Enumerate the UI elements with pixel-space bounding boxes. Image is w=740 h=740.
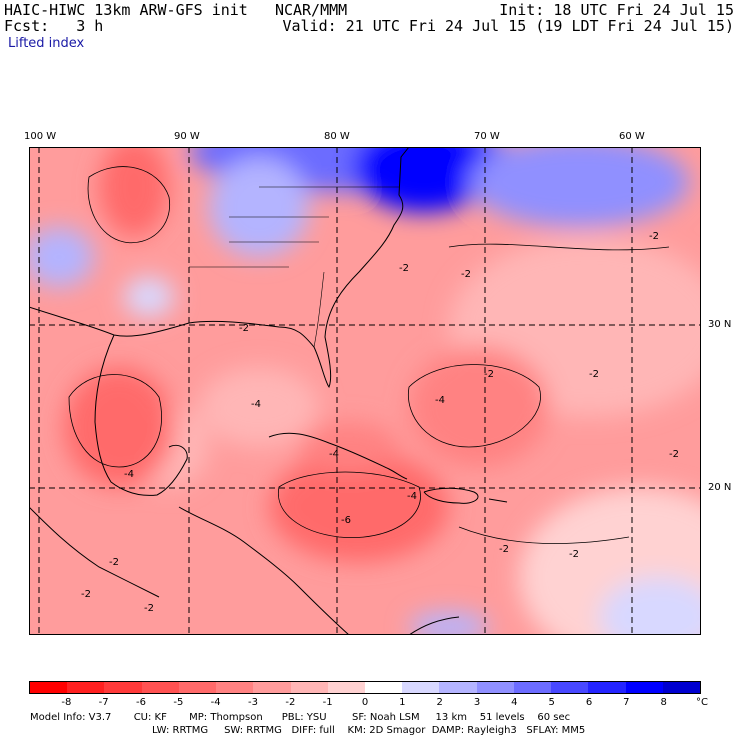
colorbar-label: -8 xyxy=(61,697,72,708)
contour-label: -2 xyxy=(81,589,91,600)
colorbar-label: -1 xyxy=(322,697,333,708)
lon-tick: 70 W xyxy=(474,131,500,142)
contour-label: -2 xyxy=(649,231,659,242)
mexico-gulf-coast xyxy=(94,334,188,496)
contour-label: -2 xyxy=(569,549,579,560)
colorbar-cell xyxy=(476,682,514,693)
field-name: Lifted index xyxy=(8,36,85,51)
contour-lines xyxy=(68,166,670,544)
puerto-rico-outline xyxy=(488,498,508,503)
contour-label: -4 xyxy=(124,469,134,480)
contour-label: -2 xyxy=(239,323,249,334)
colorbar-cell xyxy=(439,682,477,693)
colorbar-cell xyxy=(30,682,68,693)
mexico-pacific-coast xyxy=(29,506,160,598)
colorbar-label: 4 xyxy=(511,697,518,708)
colorbar-label: -3 xyxy=(248,697,258,708)
forecast-hour: Fcst: 3 h xyxy=(4,17,104,35)
colorbar-cell xyxy=(253,682,291,693)
contour-label: -2 xyxy=(461,269,471,280)
colorbar-label: -2 xyxy=(285,697,296,708)
lon-tick: 80 W xyxy=(324,131,350,142)
graticule xyxy=(29,147,701,635)
lat-tick: 20 N xyxy=(708,482,732,493)
init-time: Init: 18 UTC Fri 24 Jul 15 xyxy=(499,1,734,19)
colorbar-cell xyxy=(625,682,663,693)
contour-label: -2 xyxy=(144,603,154,614)
contour-label: -2 xyxy=(499,544,509,555)
colorbar-unit: °C xyxy=(696,697,708,708)
gulf-atlantic-coast xyxy=(29,147,410,388)
contour-label: -4 xyxy=(251,399,261,410)
colorbar-label: 1 xyxy=(399,697,406,708)
colorbar-label: -6 xyxy=(136,697,146,708)
shading-layer xyxy=(29,147,701,635)
colorbar-label: -4 xyxy=(210,697,221,708)
lon-tick: 100 W xyxy=(24,131,57,142)
valid-time: Valid: 21 UTC Fri 24 Jul 15 (19 LDT Fri … xyxy=(282,17,734,35)
colorbar-cell xyxy=(178,682,217,693)
central-america-coast xyxy=(178,506,350,635)
colorbar-label: 6 xyxy=(585,697,593,708)
colorbar-label: 0 xyxy=(361,697,369,708)
org-label: NCAR/MMM xyxy=(274,1,348,19)
lon-tick: 90 W xyxy=(174,131,200,142)
lon-tick: 60 W xyxy=(619,131,645,142)
contour-label: -2 xyxy=(669,449,679,460)
colorbar-cell xyxy=(67,682,105,693)
contour-label: -4 xyxy=(407,491,417,502)
colorbar-cell xyxy=(513,682,552,693)
contour-label-layer: -2 -2 -2 -2 -2 -2 -2 -2 -2 -4 -4 -4 -4 -… xyxy=(81,231,679,614)
colorbar-cell xyxy=(364,682,403,693)
colorbar-cell xyxy=(216,682,254,693)
colorbar-cell xyxy=(327,682,365,693)
colorbar xyxy=(29,681,701,694)
contour-label: -4 xyxy=(329,449,339,460)
contour-label: -2 xyxy=(399,263,409,274)
contour-label: -2 xyxy=(589,369,599,380)
colorbar-label: 8 xyxy=(660,697,667,708)
contour-label: -4 xyxy=(435,395,445,406)
colorbar-cell xyxy=(551,682,589,693)
colorbar-label: 5 xyxy=(548,697,555,708)
colorbar-cell xyxy=(588,682,626,693)
cuba-outline xyxy=(268,432,408,480)
contour-label: -2 xyxy=(484,369,494,380)
model-info-line1: Model Info: V3.7 CU: KF MP: Thompson PBL… xyxy=(30,712,571,723)
lifted-index-map: -2 -2 -2 -2 -2 -2 -2 -2 -2 -4 -4 -4 -4 -… xyxy=(29,147,701,635)
colorbar-cell xyxy=(402,682,440,693)
south-america-coast xyxy=(408,616,460,635)
colorbar-label: -5 xyxy=(173,697,184,708)
map-frame xyxy=(29,147,701,635)
colorbar-label: 7 xyxy=(623,697,630,708)
colorbar-cell xyxy=(290,682,328,693)
model-info-line2: LW: RRTMG SW: RRTMG DIFF: full KM: 2D Sm… xyxy=(152,725,586,736)
colorbar-label: 3 xyxy=(473,697,481,708)
colorbar-cell xyxy=(104,682,142,693)
state-borders xyxy=(189,186,399,348)
contour-label: -6 xyxy=(341,515,351,526)
colorbar-cell xyxy=(141,682,179,693)
colorbar-label: -7 xyxy=(98,697,109,708)
colorbar-label: 2 xyxy=(436,697,443,708)
contour-label: -2 xyxy=(109,557,119,568)
model-title: HAIC-HIWC 13km ARW-GFS init NCAR/MMM xyxy=(4,1,348,19)
colorbar-cell xyxy=(662,682,700,693)
lat-tick: 30 N xyxy=(708,319,732,330)
